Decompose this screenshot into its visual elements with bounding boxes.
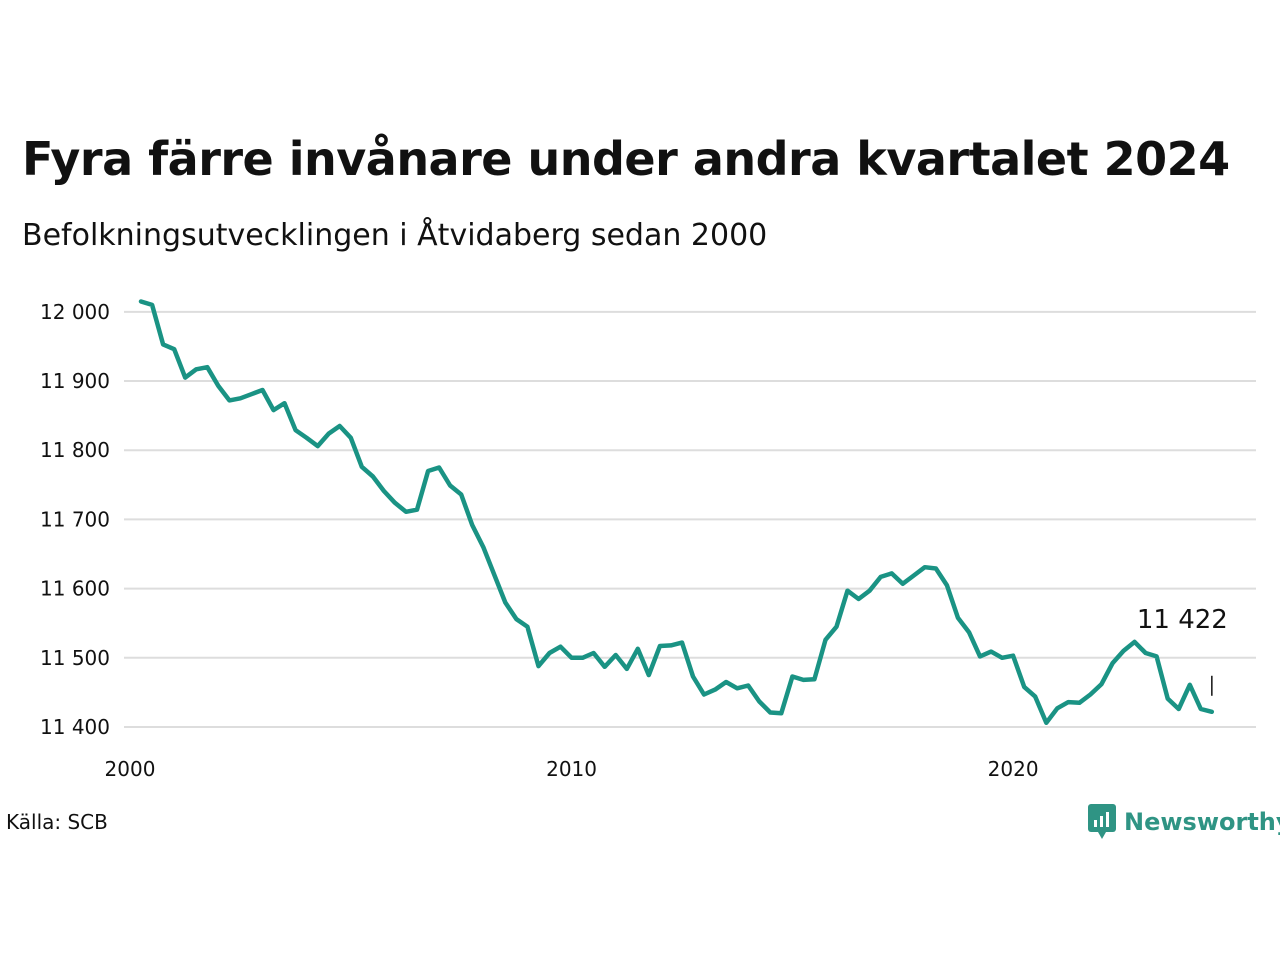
y-tick-label: 11 900 <box>40 369 110 393</box>
annotations: 11 422 <box>1137 605 1228 696</box>
y-tick-label: 11 700 <box>40 507 110 531</box>
chart-subtitle: Befolkningsutvecklingen i Åtvidaberg sed… <box>22 218 768 253</box>
y-axis: 11 400 11 500 11 600 11 700 11 800 11 900 12 0… <box>40 300 110 739</box>
y-tick-label: 11 800 <box>40 438 110 462</box>
gridlines <box>124 310 1256 728</box>
x-tick-label: 2010 <box>546 757 597 781</box>
x-tick-label: 2020 <box>988 757 1039 781</box>
newsworthy-logo: Newsworthy <box>1088 804 1280 840</box>
newsworthy-logo-text: Newsworthy <box>1124 808 1280 836</box>
last-value-label: 11 422 <box>1137 605 1228 635</box>
y-tick-label: 11 600 <box>40 577 110 601</box>
y-tick-label: 11 500 <box>40 646 110 670</box>
newsworthy-logo-icon <box>1088 804 1116 839</box>
x-tick-label: 2000 <box>105 757 156 781</box>
y-tick-label: 12 000 <box>40 300 110 324</box>
x-axis: 2000 2010 2020 <box>105 757 1039 781</box>
series <box>138 299 1215 726</box>
chart-title: Fyra färre invånare under andra kvartale… <box>22 132 1230 186</box>
series-line <box>138 299 1215 726</box>
y-tick-label: 11 400 <box>40 715 110 739</box>
source-note: Källa: SCB <box>6 810 108 834</box>
